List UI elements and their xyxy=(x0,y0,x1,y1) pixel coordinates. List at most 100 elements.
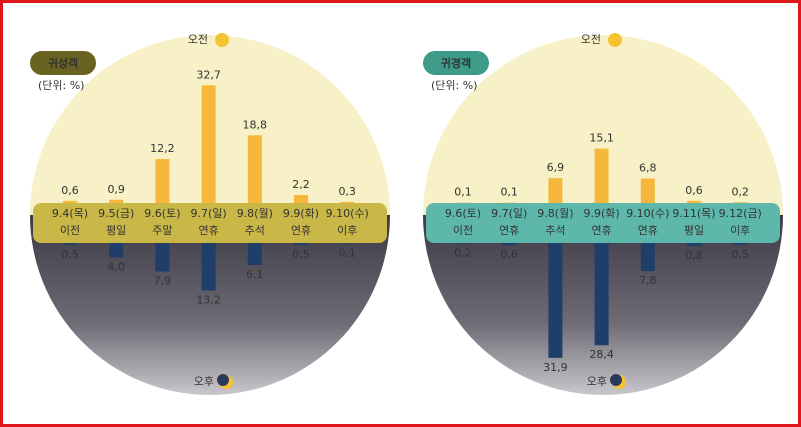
category-note: 이후 xyxy=(337,224,357,237)
category-label: 9.4(목) xyxy=(52,207,88,220)
afternoon-value: 6,1 xyxy=(246,268,264,281)
afternoon-value: 4,0 xyxy=(107,260,125,273)
morning-value: 0,6 xyxy=(61,184,79,197)
sun-icon xyxy=(608,33,622,47)
afternoon-value: 7,8 xyxy=(639,274,657,287)
category-label: 9.8(월) xyxy=(237,207,273,220)
category-label: 9.10(수) xyxy=(326,207,369,220)
category-note: 주말 xyxy=(152,224,172,237)
afternoon-bar xyxy=(155,243,170,272)
afternoon-bar xyxy=(456,243,470,244)
morning-value: 0,1 xyxy=(500,186,518,199)
morning-value: 0,3 xyxy=(338,185,356,198)
afternoon-bar xyxy=(294,243,308,245)
afternoon-bar xyxy=(733,243,748,245)
morning-bar xyxy=(109,199,124,203)
unit-note: (단위: %) xyxy=(38,79,84,92)
category-note: 연휴 xyxy=(591,224,611,237)
afternoon-value: 0,5 xyxy=(292,248,310,261)
afternoon-value: 0,2 xyxy=(454,247,472,260)
afternoon-bar xyxy=(548,243,563,358)
category-note: 평일 xyxy=(684,223,704,237)
afternoon-bar xyxy=(502,243,517,246)
afternoon-bar xyxy=(594,243,609,346)
morning-bar xyxy=(687,200,701,203)
afternoon-value: 0,1 xyxy=(338,246,356,259)
category-label: 9.10(수) xyxy=(626,207,669,220)
morning-value: 0,6 xyxy=(685,184,703,197)
category-label: 9.7(일) xyxy=(190,206,226,220)
morning-bar xyxy=(201,85,216,203)
morning-value: 0,1 xyxy=(454,186,472,199)
afternoon-value: 0,5 xyxy=(61,248,79,261)
category-note: 연휴 xyxy=(198,224,218,237)
category-note: 추석 xyxy=(545,224,565,237)
afternoon-label: 오후 xyxy=(194,375,214,388)
morning-value: 0,9 xyxy=(107,183,125,196)
category-label: 9.8(월) xyxy=(537,207,573,220)
afternoon-value: 0,8 xyxy=(685,249,703,262)
morning-value: 6,9 xyxy=(547,161,565,174)
title-pill xyxy=(423,51,489,75)
category-label: 9.11(목) xyxy=(672,207,715,220)
category-note: 평일 xyxy=(106,223,126,237)
afternoon-bar xyxy=(109,243,124,258)
afternoon-bar xyxy=(687,243,701,246)
morning-bar xyxy=(548,178,563,203)
morning-bar xyxy=(733,202,748,203)
category-band xyxy=(33,203,387,243)
afternoon-bar xyxy=(640,243,655,272)
category-label: 9.9(화) xyxy=(283,207,319,220)
morning-bar xyxy=(294,195,308,203)
unit-note: (단위: %) xyxy=(431,79,477,92)
morning-value: 0,2 xyxy=(731,185,749,198)
morning-label: 오전 xyxy=(581,33,601,46)
afternoon-bar xyxy=(201,243,216,291)
title-pill xyxy=(30,51,96,75)
morning-value: 18,8 xyxy=(243,118,268,131)
chart-title: 귀경객 xyxy=(441,56,471,70)
afternoon-bar xyxy=(63,243,77,245)
morning-bar xyxy=(63,200,77,203)
category-note: 연휴 xyxy=(638,224,658,237)
category-label: 9.12(금) xyxy=(719,207,762,220)
category-label: 9.7(일) xyxy=(491,206,527,220)
afternoon-value: 13,2 xyxy=(196,294,221,307)
morning-bar xyxy=(155,159,170,203)
afternoon-bar xyxy=(247,243,262,265)
morning-value: 15,1 xyxy=(589,132,614,145)
morning-value: 32,7 xyxy=(196,68,221,81)
morning-bar xyxy=(340,201,355,203)
category-label: 9.5(금) xyxy=(98,207,134,220)
morning-bar xyxy=(594,148,609,203)
category-band xyxy=(426,203,780,243)
category-note: 이전 xyxy=(453,224,473,237)
afternoon-value: 28,4 xyxy=(589,348,614,361)
category-note: 이후 xyxy=(730,224,750,237)
category-note: 이전 xyxy=(60,224,80,237)
afternoon-value: 0,5 xyxy=(731,248,749,261)
morning-value: 12,2 xyxy=(150,142,175,155)
moon-cut xyxy=(610,374,622,386)
chart-title: 귀성객 xyxy=(48,56,78,70)
category-label: 9.6(토) xyxy=(144,207,180,220)
morning-label: 오전 xyxy=(188,33,208,46)
afternoon-value: 7,9 xyxy=(154,274,172,287)
afternoon-value: 31,9 xyxy=(543,361,568,374)
category-note: 연휴 xyxy=(291,224,311,237)
afternoon-label: 오후 xyxy=(587,375,607,388)
category-label: 9.6(토) xyxy=(445,207,481,220)
sun-icon xyxy=(215,33,229,47)
morning-bar xyxy=(247,135,262,203)
moon-cut xyxy=(217,374,229,386)
morning-bar xyxy=(640,178,655,203)
afternoon-value: 0,6 xyxy=(500,248,518,261)
category-note: 추석 xyxy=(245,224,265,237)
morning-value: 2,2 xyxy=(292,178,310,191)
morning-value: 6,8 xyxy=(639,162,657,175)
category-label: 9.9(화) xyxy=(583,207,619,220)
